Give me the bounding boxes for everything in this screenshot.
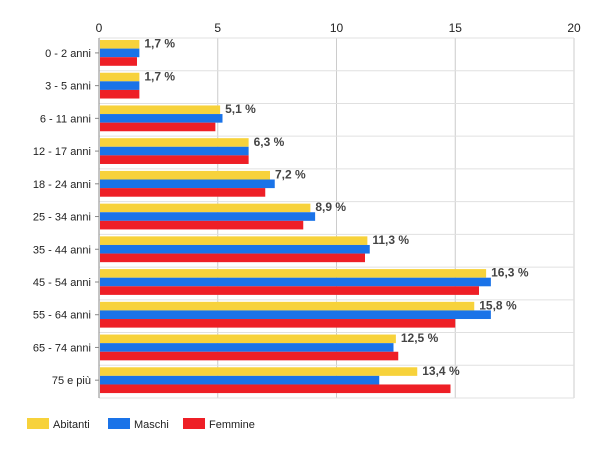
bar-abitanti: [100, 170, 270, 180]
bar-maschi: [100, 114, 223, 123]
category-label: 12 - 17 anni: [33, 146, 91, 158]
bar-maschi: [100, 244, 370, 254]
bar-femmine: [100, 188, 266, 197]
legend-swatch-abitanti: [27, 418, 49, 429]
bar-femmine: [100, 319, 456, 328]
bar-maschi: [100, 343, 394, 352]
bar-abitanti: [100, 367, 418, 376]
bar-femmine: [100, 57, 137, 66]
bar-abitanti: [100, 269, 487, 278]
category-label: 25 - 34 anni: [33, 212, 91, 224]
bar-abitanti: [100, 72, 140, 82]
bar-femmine: [100, 220, 304, 230]
x-tick-label: 5: [214, 21, 221, 35]
data-label: 15,8 %: [479, 298, 517, 312]
bar-maschi: [100, 179, 275, 189]
bar-femmine: [100, 155, 249, 164]
bars: [100, 40, 491, 394]
category-labels: 0 - 2 anni 3 - 5 anni 6 - 11 anni 12 - 17 a…: [33, 48, 91, 387]
data-label: 1,7 %: [144, 37, 175, 51]
bar-abitanti: [100, 334, 396, 344]
bar-abitanti: [100, 236, 368, 245]
data-label: 5,1 %: [225, 102, 256, 116]
category-label: 35 - 44 anni: [33, 244, 91, 256]
legend-label-maschi: Maschi: [134, 419, 169, 431]
category-label: 65 - 74 anni: [33, 342, 91, 354]
bar-abitanti: [100, 301, 475, 311]
bar-abitanti: [100, 203, 311, 213]
bar-maschi: [100, 310, 491, 320]
legend-label-femmine: Femmine: [209, 419, 255, 431]
category-label: 0 - 2 anni: [45, 48, 91, 60]
bar-femmine: [100, 351, 399, 361]
bar-maschi: [100, 375, 380, 385]
category-label: 18 - 24 anni: [33, 179, 91, 191]
bar-femmine: [100, 384, 451, 394]
bar-femmine: [100, 122, 216, 132]
bar-femmine: [100, 253, 365, 263]
bar-abitanti: [100, 40, 140, 49]
bar-femmine: [100, 89, 140, 99]
bar-maschi: [100, 277, 491, 287]
data-label: 6,3 %: [254, 135, 285, 149]
bar-femmine: [100, 286, 479, 295]
data-label: 16,3 %: [491, 266, 529, 280]
category-label: 75 e più: [52, 375, 91, 387]
data-label: 8,9 %: [315, 200, 346, 214]
legend-label-abitanti: Abitanti: [53, 419, 90, 431]
category-label: 6 - 11 anni: [40, 113, 91, 125]
legend: Abitanti Maschi Femmine: [27, 418, 255, 431]
bar-maschi: [100, 146, 249, 156]
bar-maschi: [100, 212, 316, 221]
x-axis-ticks: 0 5 10 15 20: [96, 21, 581, 35]
x-tick-label: 20: [567, 21, 581, 35]
data-label: 13,4 %: [422, 364, 460, 378]
category-label: 45 - 54 anni: [33, 277, 91, 289]
category-label: 55 - 64 anni: [33, 310, 91, 322]
bar-maschi: [100, 81, 140, 90]
category-label: 3 - 5 anni: [45, 81, 91, 93]
x-tick-label: 15: [449, 21, 463, 35]
bar-abitanti: [100, 138, 249, 147]
data-label: 12,5 %: [401, 331, 439, 345]
data-label: 11,3 %: [372, 233, 409, 247]
data-label: 1,7 %: [144, 69, 175, 83]
bar-maschi: [100, 48, 140, 58]
x-tick-label: 10: [330, 21, 344, 35]
legend-swatch-femmine: [183, 418, 205, 429]
grid: [95, 37, 575, 399]
x-tick-label: 0: [96, 21, 103, 35]
data-labels: 1,7 % 1,7 % 5,1 % 6,3 % 7,2 % 8,9 % 11,3 % 16,3…: [144, 37, 528, 378]
data-label: 7,2 %: [275, 168, 306, 182]
bar-abitanti: [100, 105, 221, 115]
legend-swatch-maschi: [108, 418, 130, 429]
